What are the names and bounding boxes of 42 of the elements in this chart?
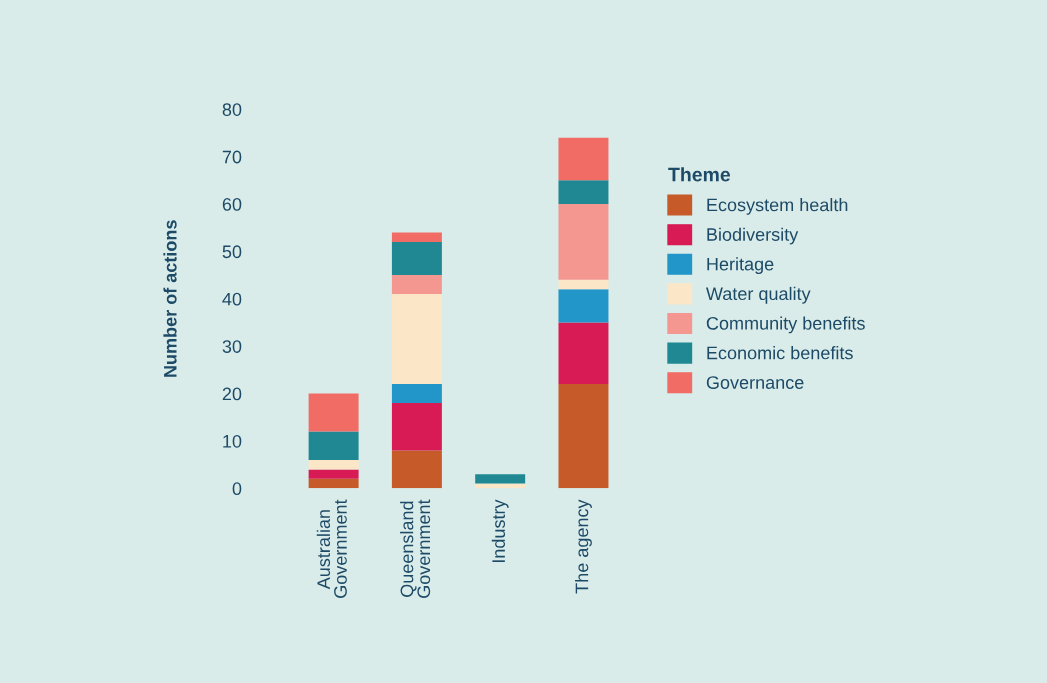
bar [391, 384, 442, 404]
legend-label: Ecosystem health [707, 198, 848, 215]
legend-title: Theme [668, 167, 731, 182]
y-tick-label: 10 [223, 434, 242, 448]
bar [558, 204, 609, 280]
x-tick-label: Australian Government [316, 499, 347, 598]
x-tick-label: Industry [491, 499, 509, 563]
bar [308, 459, 359, 470]
y-tick-label: 30 [222, 340, 242, 353]
legend-label: Heritage [707, 257, 774, 275]
y-tick-label: 70 [222, 150, 242, 164]
bar [475, 474, 526, 484]
bar [558, 322, 609, 385]
legend-label: Governance [706, 376, 804, 389]
y-tick-label: 40 [222, 292, 242, 306]
bar [308, 393, 359, 432]
y-axis-title: Number of actions [163, 220, 177, 377]
legend-label: Economic benefits [707, 346, 853, 360]
bar [558, 289, 609, 323]
y-tick-label: 50 [222, 245, 242, 259]
legend-label: Community benefits [706, 316, 865, 334]
bar [308, 431, 359, 460]
bar [558, 384, 609, 489]
bar [308, 478, 359, 489]
y-tick-label: 20 [222, 387, 242, 401]
bar [391, 403, 442, 451]
bar [391, 294, 442, 385]
bar [558, 279, 609, 290]
y-tick-label: 0 [232, 482, 242, 496]
legend-label: Water quality [706, 286, 811, 304]
bar [391, 241, 442, 276]
bar [558, 137, 609, 181]
bar [391, 232, 442, 242]
x-tick-label: Queensland Government [400, 499, 431, 598]
bar [558, 180, 609, 205]
bar [391, 275, 442, 295]
bar [308, 469, 359, 479]
bar [391, 450, 442, 489]
y-tick-label: 80 [222, 103, 242, 116]
legend-label: Biodiversity [707, 227, 799, 245]
y-tick-label: 60 [222, 197, 242, 211]
x-tick-label: The agency [575, 499, 592, 594]
